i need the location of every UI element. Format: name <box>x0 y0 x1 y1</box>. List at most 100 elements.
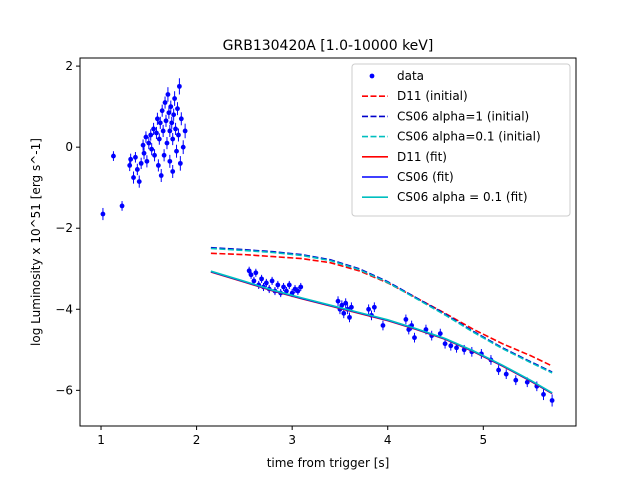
data-point <box>161 152 167 158</box>
data-point <box>163 118 169 124</box>
data-point <box>158 173 164 178</box>
data-point <box>178 116 184 122</box>
data-point <box>298 284 304 290</box>
data-point <box>251 278 257 284</box>
legend-label: CS06 alpha=1 (initial) <box>397 109 529 123</box>
data-point <box>159 108 165 114</box>
data-point <box>141 150 147 156</box>
data-point <box>171 112 177 118</box>
data-point <box>146 140 152 146</box>
data-point <box>248 272 254 278</box>
x-axis-label: time from trigger [s] <box>267 456 390 470</box>
data-point <box>133 154 138 160</box>
y-tick-label: −6 <box>55 383 73 397</box>
plot-series <box>100 78 555 407</box>
data-point <box>263 280 269 286</box>
data-point <box>144 158 150 164</box>
data-point <box>347 314 352 320</box>
data-point <box>176 83 182 89</box>
data-point <box>295 288 301 294</box>
data-point <box>176 132 181 138</box>
legend-label: D11 (initial) <box>397 89 468 103</box>
y-tick-label: −2 <box>55 221 73 235</box>
data-point <box>167 158 173 164</box>
series-line-3 <box>210 247 553 374</box>
data-point <box>339 302 345 308</box>
data-point <box>166 110 172 116</box>
data-point <box>111 153 116 159</box>
data-point <box>281 284 286 290</box>
data-point <box>160 128 166 134</box>
data-point <box>169 120 175 126</box>
data-point <box>406 327 412 332</box>
data-point <box>177 160 183 166</box>
data-point <box>140 142 146 148</box>
legend-label: CS06 alpha = 0.1 (fit) <box>397 190 528 204</box>
data-point <box>253 270 259 276</box>
data-point <box>162 100 168 105</box>
data-point <box>174 148 179 154</box>
y-tick-label: 2 <box>65 59 73 73</box>
data-point <box>343 300 349 306</box>
y-tick-label: 0 <box>65 140 73 154</box>
data-point <box>151 126 156 132</box>
data-point <box>496 367 501 373</box>
data-point <box>152 152 157 158</box>
data-point <box>154 130 159 136</box>
y-axis-label: log Luminosity x 10^51 [erg s^-1] <box>29 138 43 346</box>
data-point <box>167 128 173 134</box>
data-point <box>380 323 386 328</box>
x-tick-label: 5 <box>479 433 487 447</box>
data-point <box>155 163 161 168</box>
data-point <box>170 136 176 142</box>
plot-frame <box>79 57 577 427</box>
data-point <box>454 345 459 351</box>
data-point <box>131 175 136 180</box>
data-point <box>513 377 519 383</box>
data-point <box>172 96 178 101</box>
legend-marker <box>369 73 375 79</box>
data-point <box>442 341 448 347</box>
data-point <box>412 335 417 341</box>
data-point <box>335 298 341 304</box>
data-point <box>155 116 160 122</box>
y-axis: −6 −4 −2 0 2 <box>55 59 80 397</box>
data-point <box>119 203 125 209</box>
data-point <box>371 304 377 310</box>
data-point <box>503 371 509 377</box>
data-point <box>156 136 162 142</box>
y-tick-label: −4 <box>55 302 73 316</box>
data-point <box>366 306 372 312</box>
data-point <box>168 104 174 110</box>
data-point <box>341 310 347 316</box>
data-point <box>100 211 106 217</box>
data-point <box>138 160 144 166</box>
data-point <box>143 134 149 140</box>
legend: data D11 (initial) CS06 alpha=1 (initial) C… <box>351 63 571 217</box>
data-point <box>246 268 252 274</box>
data-point <box>164 140 170 146</box>
data-point <box>541 391 546 397</box>
series-line-6 <box>210 270 553 394</box>
x-axis: 1 2 3 4 5 <box>97 426 487 447</box>
legend-label: CS06 (fit) <box>397 170 454 184</box>
data-point <box>275 282 281 288</box>
data-point <box>284 288 289 294</box>
data-point <box>349 304 354 310</box>
data-point <box>437 331 443 336</box>
data-point <box>148 132 154 138</box>
data-point <box>180 144 186 150</box>
data-point <box>136 179 142 185</box>
data-point <box>403 317 409 322</box>
x-tick-label: 2 <box>193 433 201 447</box>
x-tick-label: 1 <box>97 433 105 447</box>
data-point <box>259 276 264 282</box>
legend-box <box>351 63 571 217</box>
data-point <box>175 106 180 112</box>
data-point <box>269 278 275 284</box>
data-point <box>182 128 188 134</box>
data-point <box>149 146 155 152</box>
data-point <box>157 120 163 126</box>
legend-label: data <box>397 69 424 83</box>
